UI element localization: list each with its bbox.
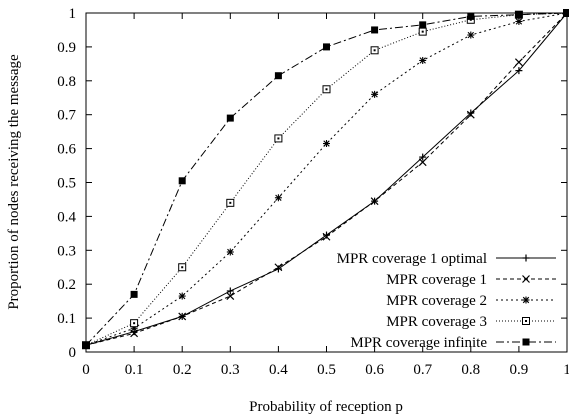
y-tick-label: 1 xyxy=(69,6,77,22)
series-point xyxy=(419,57,426,64)
y-tick-label: 0.8 xyxy=(57,74,76,90)
plot-frame xyxy=(85,12,568,353)
legend: MPR coverage 1 optimal MPR coverage 1 MPR … xyxy=(337,251,556,351)
y-tick-label: 0.3 xyxy=(57,243,76,259)
legend-entry-4: MPR coverage 3 xyxy=(386,314,556,330)
legend-label: MPR coverage infinite xyxy=(350,335,487,351)
y-tick-label: 0.5 xyxy=(57,176,76,192)
series-point xyxy=(418,158,427,167)
x-tick-label: 0 xyxy=(82,362,90,378)
x-tick-label: 0.2 xyxy=(173,362,192,378)
series-point xyxy=(514,58,523,67)
y-tick-label: 0.2 xyxy=(57,277,76,293)
series-point xyxy=(419,21,427,29)
y-tick-label: 0.1 xyxy=(57,311,76,327)
x-tick-label: 0.8 xyxy=(461,362,480,378)
x-tick-label: 0.9 xyxy=(510,362,529,378)
series-point xyxy=(370,197,379,206)
series-point xyxy=(226,292,235,300)
series-point xyxy=(373,49,376,52)
legend-label: MPR coverage 3 xyxy=(386,314,487,330)
series-2 xyxy=(82,9,569,350)
legend-marker xyxy=(522,275,530,283)
legend-marker xyxy=(522,296,530,304)
y-axis-label: Proportion of nodes receiving the messag… xyxy=(6,54,22,310)
series-line xyxy=(85,12,568,346)
legend-entry-2: MPR coverage 1 xyxy=(386,272,556,288)
series-4 xyxy=(82,9,569,350)
legend-marker xyxy=(525,320,527,322)
series-line xyxy=(85,12,568,346)
y-tick-label: 0.4 xyxy=(57,209,76,225)
y-tick-label: 0.7 xyxy=(57,108,76,124)
series-point xyxy=(226,114,234,122)
legend-label: MPR coverage 1 optimal xyxy=(337,251,487,267)
x-axis-label: Probability of reception p xyxy=(249,399,403,415)
series-point xyxy=(325,88,328,91)
series-point xyxy=(467,31,474,39)
axis-ticks: 0 0.1 0.2 0.3 0.4 0.5 0.6 0.7 0.8 0.9 1 0 0.1 0.2 0.3 0… xyxy=(57,6,569,378)
y-tick-label: 0.9 xyxy=(57,40,76,56)
legend-label: MPR coverage 1 xyxy=(386,272,487,288)
legend-marker xyxy=(522,338,530,346)
legend-entry-1: MPR coverage 1 optimal xyxy=(337,251,556,267)
series-point xyxy=(82,341,90,349)
series-point xyxy=(371,26,379,34)
y-tick-label: 0.6 xyxy=(57,142,76,158)
series-line xyxy=(85,12,568,346)
x-tick-label: 0.3 xyxy=(221,362,240,378)
series-point xyxy=(274,263,283,272)
series-point xyxy=(322,232,331,241)
series-point xyxy=(421,30,424,33)
series-point xyxy=(274,72,282,80)
series-point xyxy=(515,11,523,19)
series-point xyxy=(133,322,136,325)
x-tick-label: 0.7 xyxy=(413,362,432,378)
series-point xyxy=(178,312,187,321)
series-point xyxy=(181,266,184,269)
series-3 xyxy=(82,9,569,349)
series-point xyxy=(466,110,475,119)
series-point xyxy=(227,248,234,256)
series-point xyxy=(371,91,378,98)
x-tick-label: 0.4 xyxy=(269,362,288,378)
x-tick-label: 1 xyxy=(563,362,569,378)
series-line xyxy=(85,12,568,346)
series-point xyxy=(515,18,523,25)
series-1 xyxy=(82,9,569,349)
series-point xyxy=(229,201,232,204)
series-point xyxy=(323,140,330,147)
series-5 xyxy=(82,9,569,349)
legend-entry-5: MPR coverage infinite xyxy=(350,335,556,351)
legend-entry-3: MPR coverage 2 xyxy=(386,293,556,309)
series-point xyxy=(277,137,280,140)
series-point xyxy=(467,12,475,20)
x-tick-label: 0.5 xyxy=(317,362,336,378)
series-point xyxy=(563,9,569,17)
legend-label: MPR coverage 2 xyxy=(386,293,487,309)
series-point xyxy=(323,43,330,51)
series-point xyxy=(179,292,186,300)
series-point xyxy=(178,177,186,185)
series-layer xyxy=(82,9,569,350)
x-tick-label: 0.6 xyxy=(365,362,384,378)
series-point xyxy=(130,290,138,298)
series-point xyxy=(275,194,282,201)
series-line xyxy=(85,12,568,346)
y-tick-label: 0 xyxy=(69,345,77,361)
x-tick-label: 0.1 xyxy=(125,362,144,378)
